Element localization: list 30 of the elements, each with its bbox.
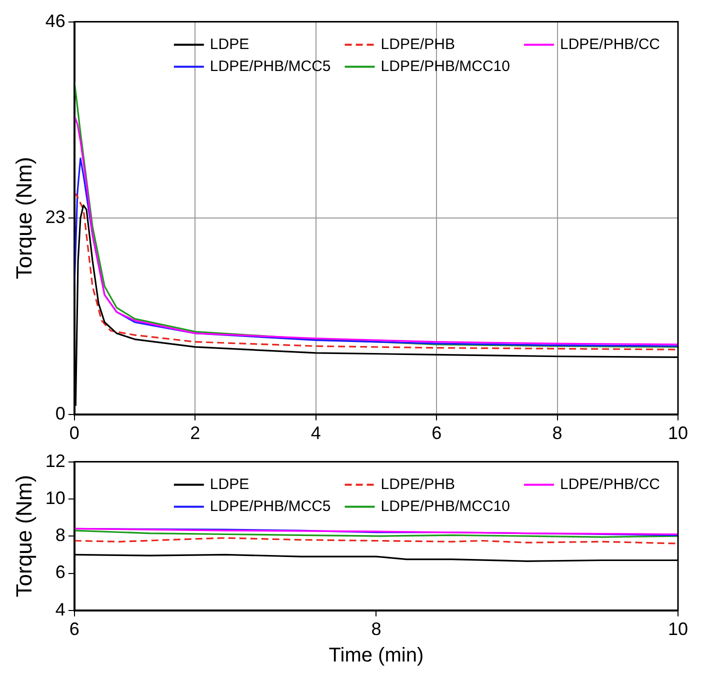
y-tick-label: 46 <box>45 10 66 31</box>
legend-label: LDPE/PHB/MCC5 <box>210 58 331 75</box>
x-tick-label: 2 <box>190 423 200 444</box>
x-tick-label: 6 <box>69 619 80 640</box>
x-tick-label: 6 <box>432 423 442 444</box>
y-tick-label: 0 <box>55 403 66 424</box>
y-tick-label: 6 <box>55 562 66 582</box>
legend-label: LDPE/PHB/MCC5 <box>210 498 331 515</box>
x-tick-label: 8 <box>371 619 382 640</box>
x-tick-label: 10 <box>668 619 688 640</box>
x-tick-label: 10 <box>668 423 688 444</box>
legend-label: LDPE/PHB <box>380 36 455 53</box>
legend-label: LDPE <box>210 476 250 493</box>
legend-label: LDPE/PHB/CC <box>560 36 660 53</box>
legend-label: LDPE/PHB/CC <box>560 476 660 493</box>
legend-label: LDPE/PHB/MCC10 <box>380 498 510 515</box>
y-axis-title: Torque (Nm) <box>11 474 36 598</box>
legend-label: LDPE <box>210 36 250 53</box>
y-tick-label: 8 <box>55 525 66 546</box>
y-axis-title: Torque (Nm) <box>11 156 36 280</box>
y-tick-label: 10 <box>45 488 66 508</box>
x-tick-label: 4 <box>310 423 321 444</box>
x-axis-title: Time (min) <box>328 644 424 667</box>
x-tick-label: 8 <box>552 423 562 444</box>
legend-label: LDPE/PHB/MCC10 <box>380 58 510 75</box>
x-tick-label: 0 <box>69 423 80 444</box>
legend-label: LDPE/PHB <box>380 476 455 493</box>
y-tick-label: 23 <box>45 207 66 228</box>
y-tick-label: 4 <box>55 599 66 620</box>
y-tick-label: 12 <box>45 450 66 471</box>
